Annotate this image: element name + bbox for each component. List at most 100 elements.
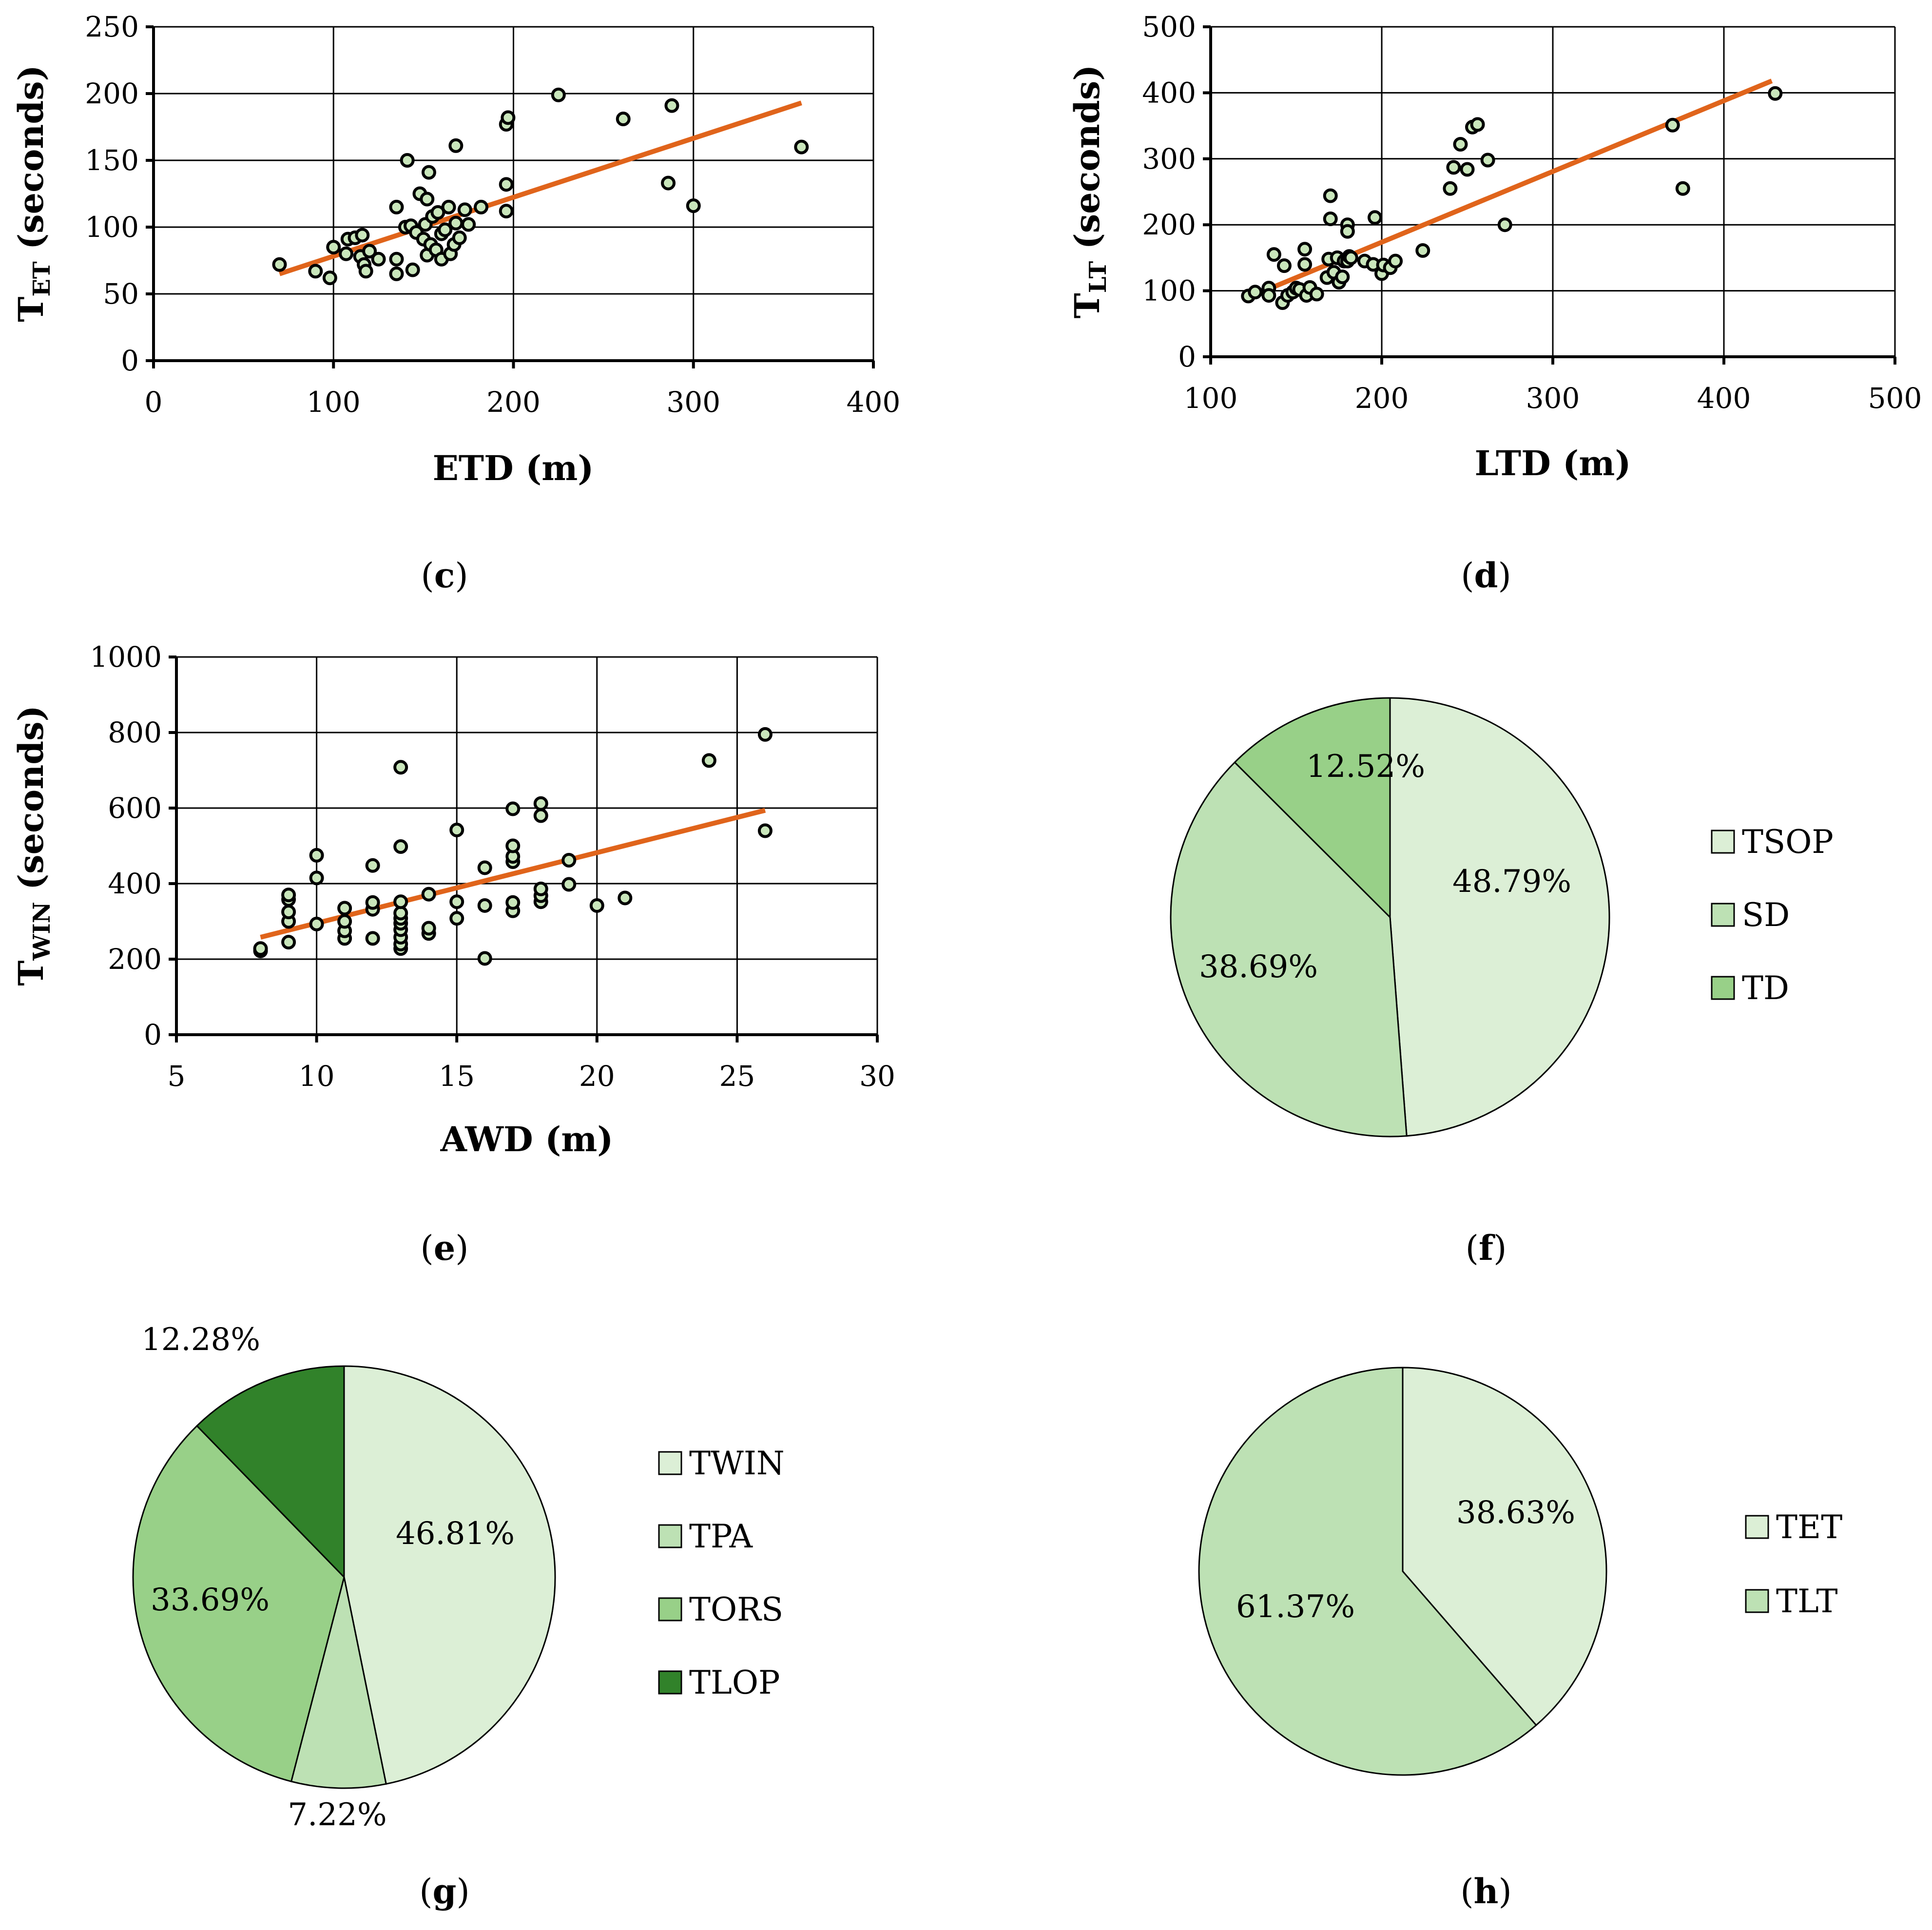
y-tick-label: 400 — [108, 867, 162, 900]
panel-label: (e) — [420, 1228, 468, 1268]
y-tick-label: 200 — [1142, 208, 1196, 241]
data-point — [393, 894, 408, 909]
data-point — [1335, 270, 1350, 285]
pie-label-tlt: 61.37% — [1236, 1589, 1355, 1625]
pie-label-tet: 38.63% — [1456, 1495, 1575, 1531]
data-point — [477, 951, 492, 966]
scatter-chart-c: 0 50 100 150 200 250 0 100 200 300 400 ETD (m) TET (… — [11, 10, 900, 596]
x-tick-label: 300 — [666, 386, 720, 419]
data-point — [505, 895, 521, 910]
data-point — [365, 931, 380, 946]
data-point — [457, 202, 472, 217]
data-point — [618, 890, 633, 906]
legend-swatch-tet — [1745, 1515, 1769, 1539]
y-tick-label: 400 — [1142, 76, 1196, 109]
data-point — [561, 877, 577, 892]
data-point — [452, 230, 467, 245]
y-axis-title: TWIN (seconds) — [11, 705, 56, 985]
panel-label: (g) — [419, 1871, 470, 1911]
legend-label-twin: TWIN — [689, 1445, 785, 1482]
data-point — [461, 217, 476, 232]
data-point — [1248, 285, 1263, 300]
y-tick-label: 0 — [121, 344, 139, 377]
x-tick-label: 5 — [168, 1060, 186, 1093]
data-point — [421, 887, 436, 902]
data-point — [561, 852, 577, 868]
data-point — [533, 796, 548, 811]
legend-label-tet: TET — [1776, 1508, 1842, 1546]
data-point — [501, 110, 516, 125]
data-point — [505, 801, 521, 816]
x-tick-label: 10 — [299, 1060, 335, 1093]
x-tick-label: 200 — [486, 386, 541, 419]
data-point — [1309, 287, 1324, 302]
data-point — [1343, 250, 1358, 265]
x-tick-label: 25 — [719, 1060, 755, 1093]
x-axis-title: ETD (m) — [433, 448, 594, 488]
legend-swatch-twin — [658, 1451, 682, 1475]
x-tick-label: 100 — [1184, 382, 1238, 415]
pie-slice-tsop — [1389, 697, 1610, 1137]
data-point — [339, 246, 354, 261]
data-point — [474, 199, 489, 214]
pie-chart-g: 46.81% 7.22% 33.69% 12.28% TWIN TPA TORS TLOP (g… — [132, 1322, 785, 1911]
data-point — [448, 215, 464, 231]
x-tick-label: 0 — [145, 386, 163, 419]
data-point — [505, 838, 521, 853]
data-point — [393, 839, 408, 854]
data-point — [1675, 181, 1690, 196]
pie-label-tlop: 12.28% — [141, 1322, 260, 1358]
pie-slice-twin — [343, 1365, 556, 1785]
data-point — [438, 222, 453, 237]
data-point — [757, 823, 773, 838]
data-point — [701, 753, 716, 768]
data-point — [533, 881, 548, 896]
pie-slice-tlt — [1198, 1367, 1537, 1776]
data-point — [533, 808, 548, 823]
data-point — [322, 270, 337, 286]
legend-swatch-tlt — [1745, 1589, 1769, 1613]
data-point — [1453, 137, 1468, 152]
legend-swatch-tlop — [658, 1670, 682, 1695]
pie-slice-tors — [132, 1425, 345, 1783]
data-point — [337, 914, 352, 929]
legend-label-tlop: TLOP — [689, 1664, 780, 1701]
data-point — [686, 198, 701, 213]
pie-label-twin: 46.81% — [396, 1516, 515, 1552]
legend-label-tlt: TLT — [1776, 1583, 1838, 1620]
data-point — [757, 727, 773, 742]
data-point — [309, 848, 324, 863]
data-point — [326, 240, 341, 255]
y-axis-title: TET (seconds) — [11, 65, 56, 322]
data-point — [1297, 257, 1313, 272]
data-point — [1323, 212, 1338, 227]
data-point — [449, 911, 464, 926]
data-point — [1446, 160, 1461, 175]
data-point — [551, 87, 566, 102]
legend-label-tors: TORS — [689, 1591, 783, 1628]
data-point — [253, 941, 268, 956]
y-tick-label: 100 — [85, 211, 139, 244]
pie-slice-tpa — [290, 1577, 387, 1789]
legend-swatch-sd — [1711, 903, 1735, 927]
x-tick-label: 400 — [1697, 382, 1751, 415]
data-point — [389, 199, 404, 214]
legend-swatch-td — [1711, 976, 1735, 1000]
data-point — [477, 860, 492, 875]
data-point — [1443, 181, 1458, 196]
y-tick-label: 150 — [85, 144, 139, 177]
y-tick-label: 0 — [1178, 340, 1196, 373]
data-point — [1665, 117, 1680, 133]
y-tick-label: 50 — [103, 277, 139, 310]
pie-label-tsop: 48.79% — [1452, 864, 1571, 900]
data-point — [365, 895, 380, 910]
data-point — [389, 266, 404, 281]
data-point — [449, 822, 464, 837]
x-tick-label: 300 — [1526, 382, 1580, 415]
data-point — [1470, 117, 1485, 132]
data-point — [308, 264, 323, 279]
pie-chart-f: 48.79% 38.69% 12.52% TSOP SD TD (f) — [1170, 697, 1834, 1268]
data-point — [389, 251, 404, 267]
x-tick-label: 20 — [579, 1060, 615, 1093]
y-tick-label: 800 — [108, 716, 162, 749]
